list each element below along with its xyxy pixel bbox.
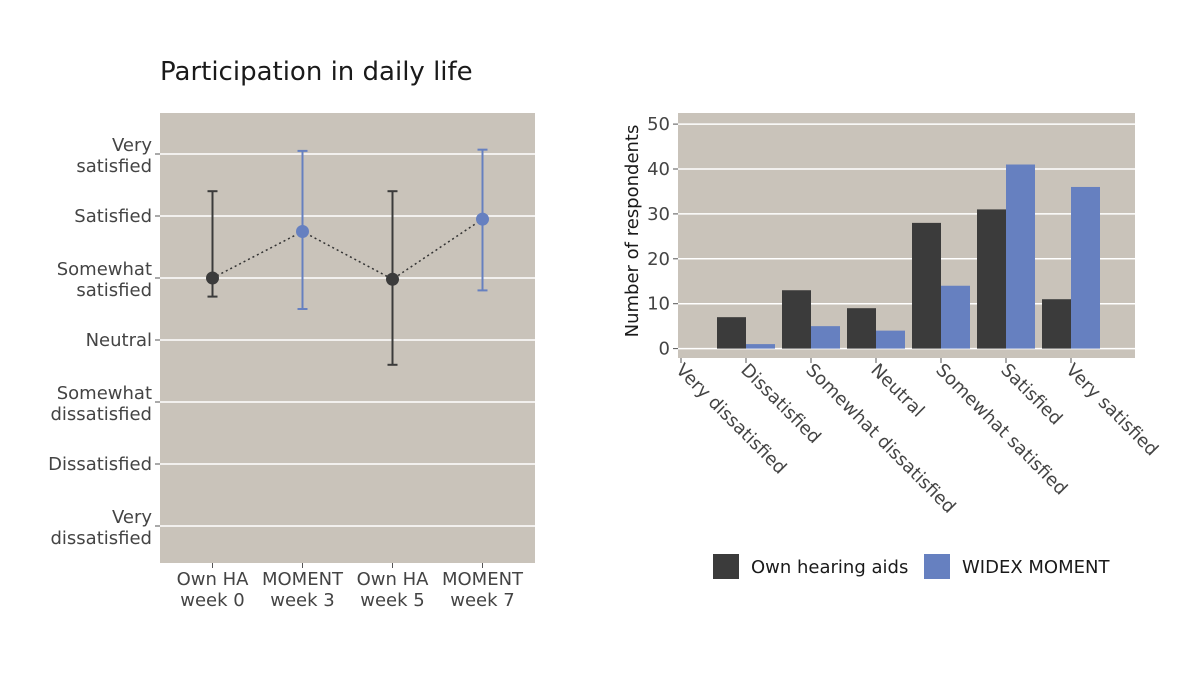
right-y-tick-label-40: 40	[647, 159, 670, 180]
right-y-tick-label-0: 0	[659, 339, 670, 360]
left-chart-x-axis: Own HA week 0 MOMENT week 3 Own HA week 5 MOME…	[177, 563, 524, 611]
left-chart-participation: Participation in daily life Very dissatis…	[48, 57, 535, 611]
right-x-tick-label-very-dissatisfied: Very dissatisfied	[671, 360, 790, 479]
left-y-tick-label-very-satisfied: Very satisfied	[76, 135, 152, 177]
right-y-tick-label-20: 20	[647, 249, 670, 270]
left-x-tick-label-moment-week-7: MOMENT week 7	[442, 569, 524, 611]
right-x-tick-label-very-satisfied: Very satisfied	[1061, 360, 1162, 461]
legend-key-own-hearing-aids	[713, 554, 739, 579]
left-chart-title: Participation in daily life	[160, 57, 473, 87]
right-chart-bars	[717, 164, 1100, 349]
left-errorbar-moment-week-3	[296, 149, 309, 310]
left-chart-panel	[160, 113, 535, 563]
left-y-tick-label-satisfied: Satisfied	[74, 206, 152, 227]
right-y-tick-label-50: 50	[647, 114, 670, 135]
left-x-tick-label-moment-week-3: MOMENT week 3	[262, 569, 344, 611]
left-mean-point-own-ha-week-5	[386, 272, 399, 286]
left-connector-line	[212, 218, 483, 281]
right-x-tick-label-somewhat-satisfied: Somewhat satisfied	[931, 360, 1071, 500]
bar-own-hearing-aids-satisfied	[977, 209, 1006, 349]
left-y-tick-label-somewhat-satisfied: Somewhat satisfied	[57, 259, 152, 301]
left-errorbar-own-ha-week-0	[206, 190, 219, 298]
right-chart-y-axis: 0 10 20 30 40 50	[647, 114, 678, 360]
bar-own-hearing-aids-very-satisfied	[1042, 299, 1071, 349]
left-mean-point-moment-week-3	[296, 225, 309, 238]
left-y-tick-label-neutral: Neutral	[86, 330, 152, 351]
right-chart-gridlines	[678, 123, 1135, 350]
legend-label-widex-moment: WIDEX MOMENT	[962, 557, 1110, 578]
right-y-tick-label-10: 10	[647, 294, 670, 315]
left-chart-y-axis: Very dissatisfied Dissatisfied Somewhat diss…	[48, 135, 160, 549]
left-y-tick-label-very-dissatisfied: Very dissatisfied	[51, 507, 153, 549]
legend-label-own-hearing-aids: Own hearing aids	[751, 557, 908, 578]
right-chart-respondents: 0 10 20 30 40 50 Number of respondents Very d…	[622, 113, 1162, 579]
bar-widex-moment-neutral	[876, 330, 905, 349]
right-chart-legend: Own hearing aids WIDEX MOMENT	[713, 554, 1110, 579]
left-y-tick-label-dissatisfied: Dissatisfied	[48, 454, 152, 475]
left-y-tick-label-somewhat-dissatisfied: Somewhat dissatisfied	[51, 383, 153, 425]
left-errorbar-own-ha-week-5	[386, 190, 399, 366]
bar-own-hearing-aids-neutral	[847, 308, 876, 349]
legend-key-widex-moment	[924, 554, 950, 579]
left-chart-marks	[206, 148, 489, 366]
right-chart-y-axis-title: Number of respondents	[622, 125, 643, 338]
left-x-tick-label-own-ha-week-0: Own HA week 0	[177, 569, 250, 611]
left-chart-gridlines	[160, 153, 535, 527]
left-mean-point-moment-week-7	[476, 212, 489, 226]
bar-widex-moment-very-satisfied	[1071, 186, 1100, 349]
bar-widex-moment-somewhat-dissatisfied	[811, 326, 840, 349]
bar-widex-moment-satisfied	[1006, 164, 1035, 349]
left-errorbar-moment-week-7	[476, 148, 489, 292]
bar-own-hearing-aids-somewhat-dissatisfied	[782, 290, 811, 349]
bar-widex-moment-somewhat-satisfied	[941, 285, 970, 349]
left-x-tick-label-own-ha-week-5: Own HA week 5	[357, 569, 430, 611]
right-y-tick-label-30: 30	[647, 204, 670, 225]
right-x-tick-label-neutral: Neutral	[866, 360, 928, 422]
left-mean-point-own-ha-week-0	[206, 271, 219, 285]
bar-own-hearing-aids-somewhat-satisfied	[912, 222, 941, 349]
bar-widex-moment-dissatisfied	[746, 344, 775, 349]
bar-own-hearing-aids-dissatisfied	[717, 317, 746, 349]
